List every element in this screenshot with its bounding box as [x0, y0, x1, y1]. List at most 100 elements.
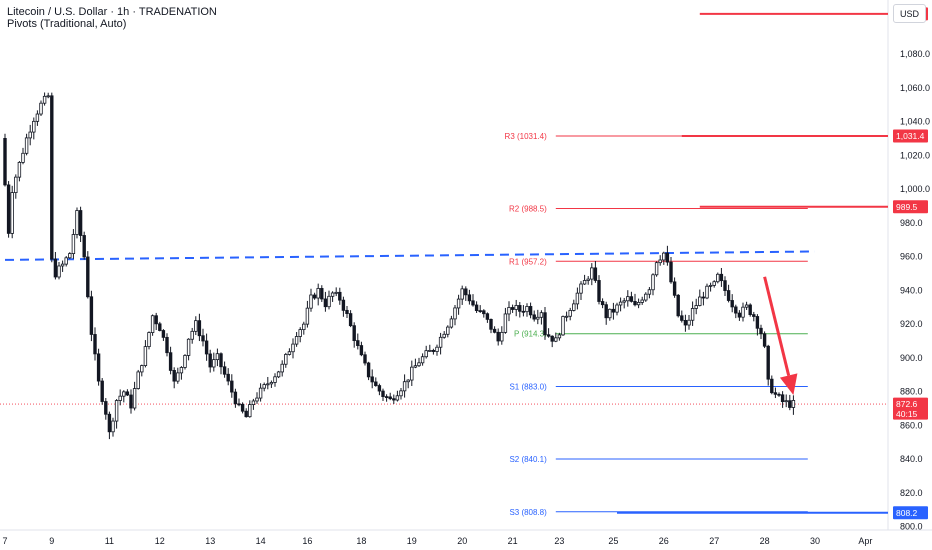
candle-body	[158, 323, 162, 331]
candle-body	[460, 288, 464, 300]
candle-body	[35, 113, 40, 122]
candle-body	[600, 301, 605, 306]
y-tick-label: 800.0	[900, 522, 923, 532]
down-arrow[interactable]	[763, 276, 798, 395]
candle-body	[14, 176, 18, 194]
candle-body	[384, 396, 389, 398]
y-tick-label: 960.0	[900, 252, 923, 262]
x-tick-label: 18	[356, 536, 366, 546]
candle-body	[672, 281, 677, 296]
candle-body	[464, 288, 468, 296]
candle-body	[575, 292, 580, 305]
arrow-head	[779, 373, 798, 395]
candle-body	[352, 325, 356, 342]
candle-body	[215, 353, 220, 361]
candle-body	[302, 323, 306, 331]
candle-body	[244, 410, 248, 418]
y-tick-label: 940.0	[900, 285, 923, 295]
candle-body	[485, 313, 490, 320]
candle-body	[309, 294, 313, 309]
arrow-shaft	[763, 276, 791, 376]
candle-body	[604, 304, 608, 319]
candle-body	[734, 306, 738, 314]
candle-body	[784, 400, 788, 403]
candle-body	[442, 333, 446, 338]
candle-body	[197, 320, 202, 337]
candle-body	[716, 273, 720, 283]
candle-body	[172, 370, 176, 382]
candle-body	[766, 345, 770, 380]
time-axis[interactable]: 7 9 11 12 13 14 16 18 19 20 21 23 25 26 27 28 30 Apr	[2, 536, 872, 546]
candle-body	[89, 296, 94, 335]
y-tick-label: 980.0	[900, 218, 923, 228]
candle-body	[78, 210, 83, 236]
candle-body	[608, 308, 612, 319]
candle-body	[726, 290, 731, 301]
candle-body	[683, 319, 688, 326]
candle-body	[222, 366, 227, 375]
x-tick-label: 13	[205, 536, 215, 546]
candle-body	[86, 256, 90, 298]
candle-body	[662, 252, 666, 261]
candle-body	[496, 331, 500, 342]
candle-body	[582, 280, 587, 285]
candle-body	[719, 273, 724, 282]
price-badge-label: 872.6	[896, 399, 918, 409]
candle-body	[410, 366, 414, 381]
candle-body	[694, 305, 698, 309]
candle-body	[788, 400, 792, 408]
candle-body	[363, 354, 367, 364]
candle-body	[251, 400, 256, 405]
candle-body	[111, 420, 115, 433]
candle-body	[586, 278, 590, 281]
candle-body	[579, 283, 583, 294]
candle-body	[420, 356, 425, 364]
currency-button[interactable]: USD	[893, 4, 926, 23]
x-tick-label: 14	[256, 536, 266, 546]
candle-body	[615, 304, 619, 313]
candle-body	[388, 396, 392, 400]
candle-body	[370, 376, 374, 383]
candle-body	[536, 316, 540, 320]
candle-body	[291, 343, 295, 353]
candle-body	[633, 301, 637, 306]
candle-body	[262, 384, 266, 389]
candle-body	[374, 381, 378, 386]
candle-body	[230, 380, 234, 393]
candle-body	[57, 265, 61, 278]
candle-body	[100, 380, 104, 402]
x-tick-label: 23	[554, 536, 564, 546]
candle-body	[712, 281, 716, 286]
candle-body	[330, 292, 335, 297]
candle-body	[708, 284, 713, 287]
trendline[interactable]	[4, 250, 816, 261]
pivot-label-r3: R3 (1031.4)	[505, 132, 548, 141]
candle-body	[399, 390, 403, 397]
candle-body	[550, 335, 554, 342]
price-axis[interactable]: 800.0 820.0 840.0 860.0 880.0 900.0 920.0 940.0…	[900, 49, 930, 532]
candle-body	[186, 338, 191, 356]
candle-body	[71, 234, 76, 255]
candle-body	[129, 394, 133, 409]
candle-body	[507, 307, 511, 315]
candle-body	[53, 258, 58, 278]
candle-body	[208, 353, 212, 368]
horizontal-rays[interactable]	[617, 12, 888, 514]
candle-body	[125, 391, 130, 396]
candle-body	[377, 385, 382, 392]
indicator-legend[interactable]: Pivots (Traditional, Auto)	[7, 18, 127, 30]
candle-body	[525, 306, 529, 313]
candle-body	[644, 293, 648, 301]
candle-body	[748, 304, 752, 315]
candle-body	[626, 296, 630, 302]
candle-body	[201, 335, 205, 342]
candle-body	[561, 316, 565, 336]
candle-body	[770, 378, 774, 394]
candle-body	[446, 326, 450, 335]
candle-body	[237, 403, 241, 406]
candles	[3, 92, 796, 440]
candle-body	[284, 354, 288, 365]
pivot-label-s3: S3 (808.8)	[509, 508, 547, 517]
candle-body	[179, 367, 184, 374]
